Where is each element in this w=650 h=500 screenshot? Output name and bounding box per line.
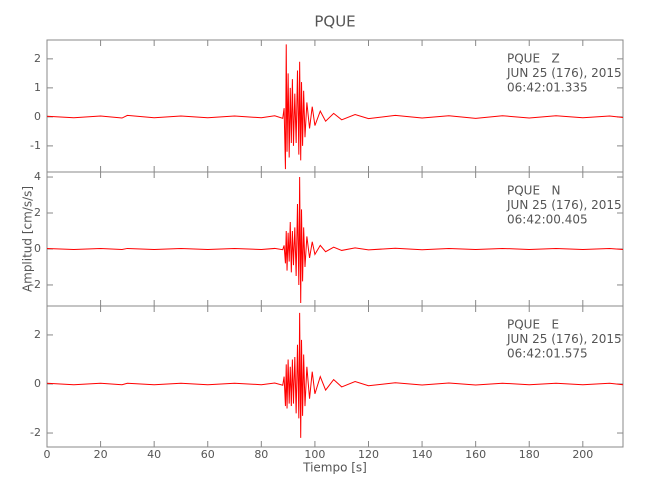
x-tick-label: 60 — [201, 448, 215, 461]
chart-title: PQUE — [314, 13, 355, 31]
annotation: PQUE Z — [507, 52, 560, 66]
y-tick-label: -2 — [30, 278, 41, 291]
y-tick-label: -2 — [30, 426, 41, 439]
x-tick-label: 80 — [254, 448, 268, 461]
y-tick-label: 2 — [34, 52, 41, 65]
y-tick-label: -1 — [30, 139, 41, 152]
x-tick-label: 0 — [44, 448, 51, 461]
annotation: PQUE N — [507, 184, 560, 198]
y-tick-label: 0 — [34, 377, 41, 390]
x-tick-label: 40 — [147, 448, 161, 461]
x-tick-label: 200 — [572, 448, 593, 461]
waveform — [46, 312, 624, 438]
y-tick-label: 1 — [34, 81, 41, 94]
y-tick-label: 0 — [34, 110, 41, 123]
y-tick-label: 2 — [34, 328, 41, 341]
waveform — [46, 177, 624, 303]
y-tick-label: 4 — [34, 170, 41, 183]
annotation: 06:42:01.335 — [507, 81, 588, 95]
y-tick-label: 2 — [34, 206, 41, 219]
annotation: JUN 25 (176), 2015 — [506, 332, 622, 346]
panel-frame — [46, 305, 624, 448]
x-tick-label: 20 — [94, 448, 108, 461]
annotation: 06:42:01.575 — [507, 347, 588, 361]
annotation: PQUE E — [507, 318, 559, 332]
annotation: JUN 25 (176), 2015 — [506, 66, 622, 80]
annotation: JUN 25 (176), 2015 — [506, 198, 622, 212]
y-axis-label: Amplitud [cm/s/s] — [21, 186, 35, 292]
x-axis-label: Tiempo [s] — [302, 461, 367, 475]
x-tick-label: 180 — [519, 448, 540, 461]
x-tick-label: 100 — [304, 448, 325, 461]
y-tick-label: 0 — [34, 242, 41, 255]
x-tick-label: 140 — [412, 448, 433, 461]
waveform — [46, 44, 624, 170]
x-tick-label: 120 — [358, 448, 379, 461]
x-tick-label: 160 — [465, 448, 486, 461]
annotation: 06:42:00.405 — [507, 213, 588, 227]
